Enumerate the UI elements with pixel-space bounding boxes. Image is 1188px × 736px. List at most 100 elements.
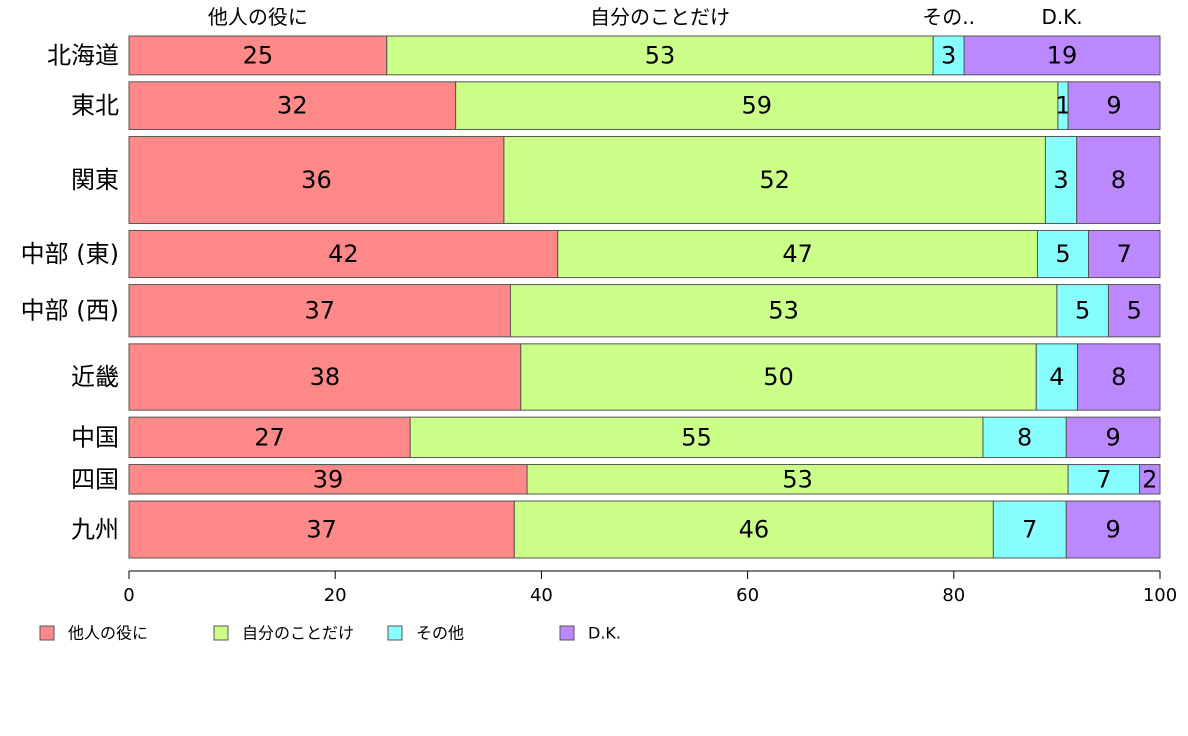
bar-segment (526, 464, 1069, 495)
bar-value-label: 37 (306, 516, 337, 544)
column-header-label: その.. (922, 5, 975, 29)
bar-segment (128, 416, 411, 459)
bar-segment (932, 35, 965, 76)
bar-segment (128, 35, 388, 76)
column-header-label: 自分のことだけ (590, 5, 730, 29)
bar-segment (1065, 416, 1161, 459)
bar-segment (128, 500, 515, 559)
bar-value-label: 36 (301, 166, 332, 194)
region-label: 九州 (71, 516, 119, 544)
bar-value-label: 7 (1096, 465, 1111, 493)
column-header-label: 他人の役に (208, 5, 308, 29)
bar-value-label: 53 (782, 465, 813, 493)
bar-segment (1065, 500, 1161, 559)
bar-segment (386, 35, 934, 76)
bar-segment (1107, 284, 1161, 338)
bar-segment (1088, 229, 1161, 279)
column-header-label: D.K. (1041, 5, 1082, 29)
bar-value-label: 47 (782, 240, 813, 268)
bar-segment (1035, 343, 1079, 411)
bar-value-label: 53 (768, 297, 799, 325)
legend-swatch (213, 625, 229, 641)
region-label: 四国 (71, 465, 119, 493)
bar-segment (1076, 135, 1161, 224)
bar-value-label: 8 (1017, 423, 1032, 451)
region-label: 東北 (71, 92, 119, 120)
legend-label: 自分のことだけ (242, 624, 354, 643)
bar-segment (509, 284, 1058, 338)
bar-value-label: 5 (1075, 297, 1090, 325)
bar-value-label: 53 (645, 41, 676, 69)
bar-value-label: 7 (1022, 516, 1037, 544)
bar-value-label: 8 (1111, 166, 1126, 194)
bar-value-label: 2 (1142, 465, 1157, 493)
legend-label: その他 (416, 624, 464, 643)
x-tick-label: 40 (530, 585, 553, 606)
region-label: 中部 (西) (21, 297, 119, 325)
bar-value-label: 37 (304, 297, 335, 325)
bar-value-label: 3 (1053, 166, 1068, 194)
bar-segment (1077, 343, 1161, 411)
bar-value-label: 5 (1055, 240, 1070, 268)
bar-segment (557, 229, 1039, 279)
bar-segment (520, 343, 1037, 411)
bar-value-label: 3 (941, 41, 956, 69)
legend-swatch (39, 625, 55, 641)
bar-segment (503, 135, 1046, 224)
bar-segment (128, 284, 511, 338)
bar-value-label: 46 (739, 516, 770, 544)
bar-value-label: 25 (243, 41, 274, 69)
region-label: 関東 (71, 166, 119, 194)
bar-value-label: 9 (1105, 516, 1120, 544)
x-tick-label: 20 (324, 585, 347, 606)
bar-segment (513, 500, 994, 559)
bar-value-label: 4 (1049, 363, 1064, 391)
bar-value-label: 9 (1106, 92, 1121, 120)
bar-value-label: 32 (277, 92, 308, 120)
bar-segment (1067, 81, 1161, 130)
bar-segment (128, 135, 505, 224)
region-label: 中部 (東) (21, 240, 119, 268)
bar-value-label: 50 (763, 363, 794, 391)
legend-label: D.K. (588, 624, 621, 643)
column-header-labels: 他人の役に 自分のことだけ その.. D.K. (208, 5, 1083, 29)
region-label: 中国 (71, 423, 119, 451)
bar-value-label: 42 (328, 240, 359, 268)
x-tick-label: 80 (942, 585, 965, 606)
bar-segment (1139, 464, 1161, 495)
bar-value-label: 9 (1105, 423, 1120, 451)
bar-segment (409, 416, 984, 459)
legend-swatch (387, 625, 403, 641)
region-label: 近畿 (71, 363, 119, 391)
bar-segment (128, 464, 528, 495)
bar-segment (982, 416, 1067, 459)
bar-value-label: 39 (313, 465, 344, 493)
bar-value-label: 19 (1047, 41, 1078, 69)
bar-value-label: 52 (759, 166, 790, 194)
bar-value-label: 8 (1111, 363, 1126, 391)
bar-value-label: 27 (254, 423, 285, 451)
bar-value-label: 7 (1117, 240, 1132, 268)
bar-value-label: 1 (1055, 92, 1070, 120)
bar-segment (963, 35, 1161, 76)
bar-segment (128, 343, 522, 411)
bar-value-label: 59 (742, 92, 773, 120)
bar-segment (128, 229, 559, 279)
x-tick-label: 100 (1143, 585, 1177, 606)
legend-label: 他人の役に (68, 624, 148, 643)
bar-value-label: 38 (310, 363, 341, 391)
bar-segment (128, 81, 457, 130)
region-label: 北海道 (47, 41, 119, 69)
bar-segment (455, 81, 1059, 130)
bar-value-label: 55 (681, 423, 712, 451)
legend: 他人の役に 自分のことだけ その他 D.K. (39, 624, 621, 643)
bar-segment (1056, 284, 1109, 338)
x-tick-label: 60 (736, 585, 759, 606)
legend-swatch (559, 625, 575, 641)
x-tick-label: 0 (123, 585, 134, 606)
bar-value-label: 5 (1127, 297, 1142, 325)
x-axis: 0 20 40 60 80 100 (123, 570, 1177, 606)
